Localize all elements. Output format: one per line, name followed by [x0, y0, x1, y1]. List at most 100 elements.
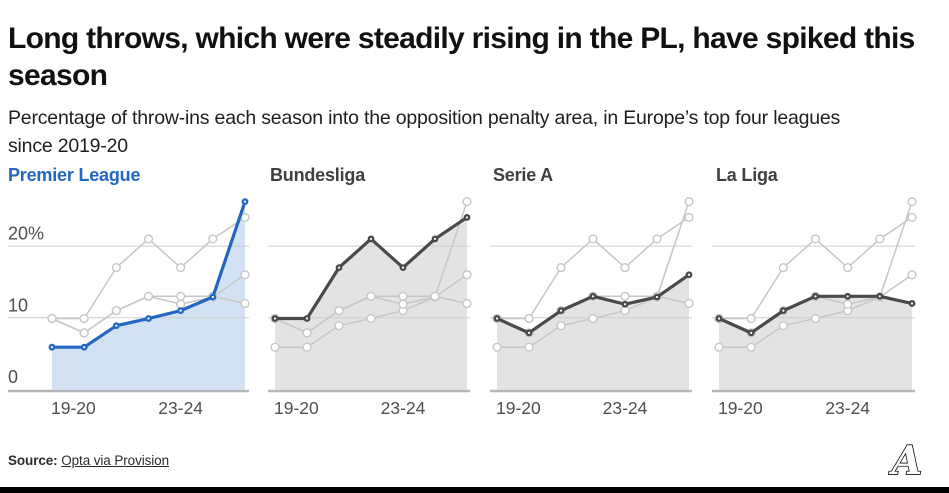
- data-point-serie-a: [843, 299, 853, 309]
- chart-title: Long throws, which were steadily rising …: [8, 22, 915, 93]
- data-point-center: [527, 331, 531, 334]
- data-point-bundesliga: [620, 263, 630, 273]
- data-point-bundesliga: [524, 313, 534, 324]
- data-point-bundesliga: [746, 313, 756, 324]
- data-point-center: [750, 331, 753, 334]
- x-tick-label: 19-20: [718, 398, 763, 418]
- data-point-la-liga: [366, 291, 376, 301]
- data-point-la-liga: [176, 291, 186, 301]
- data-point-center: [465, 216, 469, 219]
- data-point-bundesliga: [143, 234, 154, 244]
- data-point-premier-league: [556, 321, 566, 331]
- data-point-serie-a: [240, 270, 250, 280]
- data-point-bundesliga: [843, 263, 853, 273]
- data-point-serie-a: [176, 299, 186, 309]
- x-tick-label: 19-20: [274, 398, 319, 418]
- data-point-bundesliga: [176, 263, 186, 273]
- data-point-center: [814, 295, 817, 298]
- data-point-la-liga: [240, 298, 250, 309]
- data-point-premier-league: [778, 321, 788, 331]
- data-point-bundesliga: [810, 234, 821, 244]
- data-point-la-liga: [684, 298, 694, 309]
- data-point-la-liga: [79, 328, 89, 338]
- la-liga-chart: 19-20 23-24: [712, 197, 917, 418]
- data-point-premier-league: [462, 197, 472, 207]
- data-point-serie-a: [907, 270, 917, 280]
- source-link[interactable]: Opta via Provision: [61, 453, 169, 468]
- data-point-center: [687, 273, 691, 276]
- data-point-center: [782, 309, 785, 312]
- data-point-bundesliga: [875, 234, 885, 244]
- data-point-premier-league: [714, 342, 724, 352]
- data-point-center: [305, 317, 309, 320]
- data-point-la-liga: [111, 306, 121, 316]
- data-point-center: [147, 317, 150, 320]
- x-tick-label: 23-24: [381, 398, 426, 418]
- data-point-premier-league: [334, 321, 344, 331]
- logo-letter: A: [888, 440, 922, 484]
- data-point-center: [243, 200, 247, 203]
- source-line: Source: Opta via Provision: [8, 453, 169, 468]
- data-point-la-liga: [462, 298, 472, 309]
- data-point-bundesliga: [588, 234, 598, 244]
- bundesliga-chart: 19-20 23-24: [268, 197, 472, 418]
- data-point-center: [179, 309, 182, 312]
- the-athletic-a-logo: A: [888, 440, 923, 484]
- data-point-bundesliga: [79, 313, 89, 324]
- x-tick-label: 23-24: [603, 398, 648, 418]
- data-point-center: [273, 317, 277, 320]
- data-point-center: [623, 303, 627, 306]
- y-tick-label: 0: [8, 367, 18, 387]
- data-point-center: [433, 237, 437, 241]
- data-point-bundesliga: [208, 234, 218, 244]
- data-point-center: [115, 324, 118, 327]
- data-point-center: [591, 295, 595, 298]
- y-tick-label: 10: [8, 295, 28, 315]
- data-point-center: [878, 295, 881, 298]
- data-point-la-liga: [430, 291, 440, 301]
- data-point-premier-league: [746, 342, 756, 352]
- x-tick-label: 19-20: [51, 398, 96, 418]
- panel-title-premier-league: Premier League: [8, 165, 141, 185]
- data-point-premier-league: [620, 306, 630, 316]
- data-point-center: [717, 317, 721, 320]
- data-point-premier-league: [810, 313, 821, 324]
- data-point-la-liga: [398, 291, 408, 301]
- data-point-la-liga: [143, 291, 154, 301]
- data-point-la-liga: [620, 291, 630, 301]
- data-point-premier-league: [524, 342, 534, 352]
- panel-title-bundesliga: Bundesliga: [270, 165, 366, 185]
- data-point-center: [337, 266, 341, 269]
- data-point-bundesliga: [907, 212, 917, 223]
- data-point-center: [559, 309, 563, 312]
- x-tick-label: 23-24: [825, 398, 870, 418]
- data-point-premier-league: [588, 313, 598, 324]
- data-point-premier-league: [366, 313, 376, 324]
- data-point-la-liga: [302, 328, 312, 338]
- data-point-center: [211, 295, 214, 299]
- y-tick-label: 20%: [8, 224, 44, 244]
- x-tick-label: 19-20: [496, 398, 541, 418]
- data-point-center: [910, 302, 914, 305]
- data-point-center: [495, 317, 499, 320]
- premier-league-chart: 0 10 20% 19-20 23-24: [8, 198, 250, 418]
- data-point-premier-league: [270, 342, 280, 352]
- data-point-premier-league: [302, 342, 312, 352]
- data-point-premier-league: [907, 197, 917, 207]
- data-point-bundesliga: [778, 263, 788, 273]
- data-point-premier-league: [684, 197, 694, 207]
- area-fill: [275, 217, 467, 390]
- data-point-serie-a: [398, 299, 408, 309]
- data-point-serie-a: [462, 270, 472, 280]
- area-fill: [719, 296, 912, 390]
- footer-black-bar: [0, 487, 949, 493]
- x-tick-label: 23-24: [158, 398, 203, 418]
- area-fill: [52, 201, 245, 390]
- chart-subtitle: Percentage of throw-ins each season into…: [8, 106, 841, 158]
- data-point-center: [846, 295, 849, 298]
- data-point-bundesliga: [556, 263, 566, 273]
- data-point-la-liga: [47, 313, 57, 324]
- data-point-center: [369, 237, 373, 241]
- data-point-bundesliga: [111, 263, 121, 273]
